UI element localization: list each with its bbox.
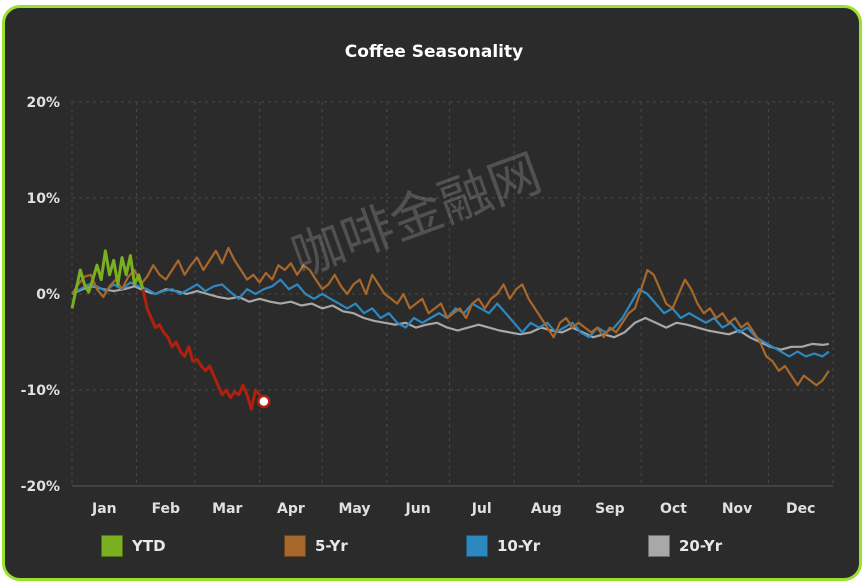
series-line-5-yr <box>71 246 830 387</box>
legend-item-ytd[interactable]: YTD <box>101 533 166 559</box>
legend-swatch-5yr <box>284 535 306 557</box>
series-line-20-yr <box>71 285 829 351</box>
y-tick-label: 20% <box>26 95 60 111</box>
legend-label-20yr: 20-Yr <box>679 537 723 555</box>
x-tick-label: Sep <box>595 501 625 517</box>
y-tick-label: -10% <box>21 383 60 399</box>
x-tick-label: Apr <box>277 501 305 517</box>
y-tick-label: 10% <box>26 191 60 207</box>
x-axis: Jan Feb Mar Apr May Jun Jul Aug Sep Oct Nov Dec <box>91 501 815 517</box>
legend-swatch-ytd <box>101 535 123 557</box>
legend-label-ytd: YTD <box>132 537 166 555</box>
x-tick-label: Oct <box>660 501 687 517</box>
x-tick-label: Feb <box>152 501 181 517</box>
y-axis: 20% 10% 0% -10% -20% <box>21 95 60 495</box>
series-line-ytd-early <box>70 249 145 309</box>
x-tick-label: Jan <box>91 501 117 517</box>
x-tick-label: Dec <box>786 501 815 517</box>
x-tick-label: May <box>338 501 370 517</box>
legend-item-5yr[interactable]: 5-Yr <box>284 533 348 559</box>
ytd-endpoint-marker <box>257 394 271 409</box>
series-line-10-yr <box>71 278 830 358</box>
legend-item-10yr[interactable]: 10-Yr <box>466 533 540 559</box>
y-tick-label: -20% <box>21 479 60 495</box>
x-tick-label: Mar <box>212 501 242 517</box>
legend-swatch-10yr <box>466 535 488 557</box>
chart-title: Coffee Seasonality <box>344 42 524 62</box>
x-tick-label: Jun <box>405 501 431 517</box>
y-tick-label: 0% <box>36 287 60 303</box>
x-tick-label: Aug <box>531 501 562 517</box>
x-tick-label: Nov <box>722 501 752 517</box>
legend-label-5yr: 5-Yr <box>315 537 348 555</box>
series-lines <box>70 246 830 411</box>
legend-swatch-20yr <box>648 535 670 557</box>
legend-label-10yr: 10-Yr <box>497 537 541 555</box>
legend-item-20yr[interactable]: 20-Yr <box>648 533 722 559</box>
series-line-ytd-late <box>141 288 266 411</box>
x-tick-label: Jul <box>471 501 492 517</box>
chart-frame <box>2 5 862 581</box>
